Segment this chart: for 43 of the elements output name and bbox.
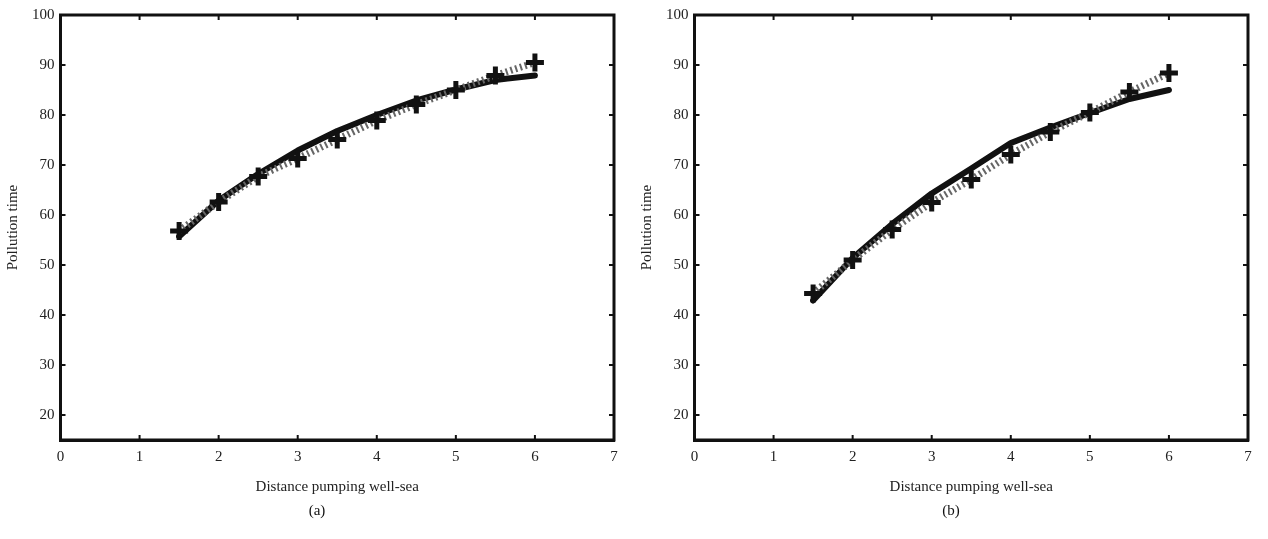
point <box>207 190 231 214</box>
x-tick-label: 4 <box>373 447 382 464</box>
y-tick-label: 50 <box>673 255 689 272</box>
text: (a) <box>307 502 327 519</box>
y-tick-label: 20 <box>673 405 689 422</box>
x-tick-label: 1 <box>769 447 778 464</box>
y-tick-label: 40 <box>673 305 689 322</box>
x-tick-label: 0 <box>690 447 699 464</box>
y-tick-label: 80 <box>39 105 55 122</box>
y-tick-label: 100 <box>32 5 55 22</box>
x-tick-label: 4 <box>1007 447 1016 464</box>
x-tick-label: 7 <box>610 447 619 464</box>
x-tick-label: 2 <box>848 447 857 464</box>
y-tick-label: 90 <box>39 55 55 72</box>
x-tick-label: 6 <box>531 447 540 464</box>
y-tick-label: 30 <box>39 355 55 372</box>
y-axis-title: Pollution time <box>637 184 654 271</box>
x-tick-label: 3 <box>927 447 936 464</box>
x-tick-label: 2 <box>214 447 223 464</box>
text: (b) <box>941 502 961 519</box>
x-tick-label: 6 <box>1165 447 1174 464</box>
y-tick-label: 70 <box>673 155 689 172</box>
y-tick-label: 100 <box>666 5 689 22</box>
y-axis-title: Pollution time <box>3 184 20 271</box>
point <box>444 78 468 102</box>
x-axis-title: Distance pumping well-sea <box>255 477 420 494</box>
x-tick-label: 0 <box>56 447 65 464</box>
y-tick-label: 90 <box>673 55 689 72</box>
x-tick-label: 7 <box>1244 447 1253 464</box>
y-tick-label: 80 <box>673 105 689 122</box>
y-tick-label: 20 <box>39 405 55 422</box>
y-tick-label: 50 <box>39 255 55 272</box>
y-tick-label: 60 <box>39 205 55 222</box>
point <box>1078 101 1102 124</box>
x-tick-label: 5 <box>1086 447 1094 464</box>
y-tick-label: 30 <box>673 355 689 372</box>
y-tick-label: 40 <box>39 305 55 322</box>
x-tick-label: 5 <box>452 447 460 464</box>
x-axis-title: Distance pumping well-sea <box>889 477 1054 494</box>
x-tick-label: 1 <box>135 447 144 464</box>
y-tick-label: 70 <box>39 155 55 172</box>
y-tick-label: 60 <box>673 205 689 222</box>
x-tick-label: 3 <box>293 447 302 464</box>
